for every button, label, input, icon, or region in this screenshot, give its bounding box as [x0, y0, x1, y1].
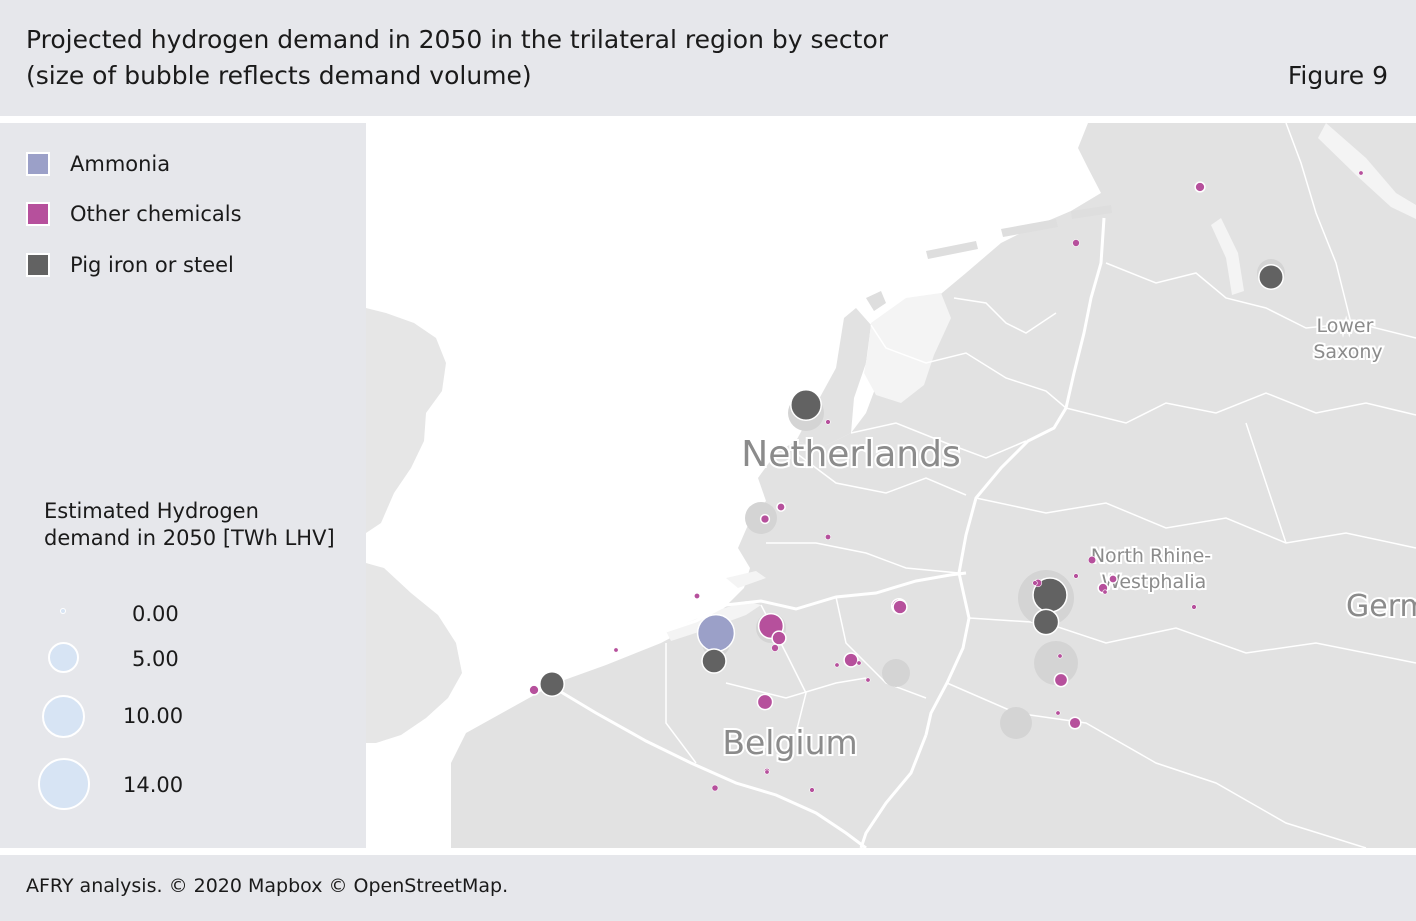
weser-estuary: [1211, 218, 1244, 295]
pig-iron-swatch: [26, 253, 50, 277]
footer: AFRY analysis. © 2020 Mapbox © OpenStree…: [0, 855, 1416, 921]
label-lower-saxony: Lower Saxony: [1313, 315, 1382, 363]
label-nrw-line1: North Rhine-: [1091, 545, 1211, 567]
legend-item-pig-iron-or-steel: Pig iron or steel: [26, 250, 234, 280]
bubble-pig-iron-or-steel[interactable]: [701, 648, 727, 674]
bubble-pig-iron-or-steel[interactable]: [1258, 264, 1284, 290]
top-divider: [0, 116, 1416, 123]
label-nrw: North Rhine- Westphalia: [1091, 545, 1217, 593]
size-circle-14: [38, 758, 90, 810]
legend-label: Pig iron or steel: [70, 253, 234, 277]
size-value-10: 10.00: [123, 704, 184, 728]
header: Projected hydrogen demand in 2050 in the…: [0, 0, 1416, 116]
bubble-other-chemicals[interactable]: [1191, 604, 1197, 610]
bubble-pig-iron-or-steel[interactable]: [790, 389, 822, 421]
bubble-other-chemicals[interactable]: [834, 662, 840, 668]
bubble-other-chemicals[interactable]: [776, 502, 786, 512]
bubble-other-chemicals[interactable]: [613, 647, 619, 653]
eastern-scheldt: [726, 571, 766, 588]
bubble-other-chemicals[interactable]: [1057, 653, 1063, 659]
size-value-14: 14.00: [123, 773, 184, 797]
continent-landmass: [451, 123, 1416, 848]
bubble-other-chemicals[interactable]: [1072, 239, 1080, 247]
wadden-island: [866, 291, 886, 311]
bubble-other-chemicals[interactable]: [865, 677, 871, 683]
wadden-island: [926, 241, 978, 259]
size-value-5: 5.00: [132, 647, 179, 671]
label-lower-saxony-line1: Lower: [1317, 315, 1374, 337]
size-circle-10: [42, 695, 85, 738]
label-belgium: Belgium: [722, 723, 857, 762]
nl-be-border: [665, 571, 967, 633]
label-germany: Germany: [1346, 589, 1416, 624]
bubble-other-chemicals[interactable]: [843, 652, 859, 668]
bubble-other-chemicals[interactable]: [1087, 555, 1097, 565]
wadden-island: [1001, 219, 1058, 237]
bubble-other-chemicals[interactable]: [771, 630, 787, 646]
bubble-other-chemicals[interactable]: [1102, 589, 1108, 595]
legend-label: Other chemicals: [70, 202, 242, 226]
label-netherlands: Netherlands: [741, 434, 960, 475]
england-landmass: [366, 308, 446, 533]
elbe-estuary: [1318, 123, 1416, 219]
size-circle-0: [60, 608, 66, 614]
nl-de-border: [924, 217, 1106, 736]
bubble-other-chemicals[interactable]: [1055, 710, 1061, 716]
label-lower-saxony-line2: Saxony: [1313, 341, 1382, 363]
bubble-other-chemicals[interactable]: [824, 533, 831, 540]
label-nrw-line2: Westphalia: [1102, 571, 1207, 593]
other-chemicals-swatch: [26, 202, 50, 226]
size-circle-5: [48, 642, 79, 673]
bubble-other-chemicals[interactable]: [1358, 170, 1364, 176]
bubble-pig-iron-or-steel[interactable]: [1032, 608, 1060, 636]
be-fr-border: [545, 681, 867, 848]
bubble-other-chemicals[interactable]: [825, 419, 831, 425]
bottom-divider: [0, 848, 1416, 855]
bubble-other-chemicals[interactable]: [1068, 716, 1082, 730]
legend-item-other-chemicals: Other chemicals: [26, 199, 242, 229]
bubble-other-chemicals[interactable]: [892, 599, 908, 615]
bubble-other-chemicals[interactable]: [764, 769, 770, 775]
legend-panel: Ammonia Other chemicals Pig iron or stee…: [0, 123, 366, 848]
demand-bubbles: [528, 170, 1364, 793]
legend-label: Ammonia: [70, 152, 171, 176]
size-legend-title: Estimated Hydrogen demand in 2050 [TWh L…: [44, 499, 335, 550]
borders: [545, 217, 1106, 848]
bubble-other-chemicals[interactable]: [1194, 181, 1206, 193]
bubble-other-chemicals[interactable]: [711, 784, 719, 792]
bubble-other-chemicals[interactable]: [1053, 672, 1069, 688]
figure-label: Figure 9: [1287, 61, 1388, 90]
bubble-other-chemicals[interactable]: [771, 644, 779, 652]
legend-item-ammonia: Ammonia: [26, 149, 170, 179]
wadden-island: [1071, 205, 1112, 219]
bubble-other-chemicals[interactable]: [809, 787, 815, 793]
size-value-0: 0.00: [132, 602, 179, 626]
bubble-other-chemicals[interactable]: [759, 513, 771, 525]
be-de-border: [859, 734, 928, 848]
bubble-other-chemicals[interactable]: [856, 660, 862, 666]
bubble-pig-iron-or-steel[interactable]: [539, 671, 565, 697]
ijsselmeer: [864, 293, 951, 403]
ammonia-swatch: [26, 152, 50, 176]
bubble-other-chemicals[interactable]: [528, 684, 540, 696]
bubble-ammonia[interactable]: [696, 613, 736, 653]
bubble-other-chemicals[interactable]: [1108, 574, 1118, 584]
map-canvas: Netherlands Belgium Lower Saxony North R…: [366, 123, 1416, 848]
chart-title: Projected hydrogen demand in 2050 in the…: [26, 25, 889, 90]
map[interactable]: Netherlands Belgium Lower Saxony North R…: [366, 123, 1416, 848]
bubble-other-chemicals[interactable]: [1032, 580, 1038, 586]
bubble-other-chemicals[interactable]: [1073, 573, 1079, 579]
england-southeast: [366, 563, 462, 743]
source-note: AFRY analysis. © 2020 Mapbox © OpenStree…: [26, 875, 509, 897]
bubble-other-chemicals[interactable]: [756, 693, 774, 711]
bubble-other-chemicals[interactable]: [693, 592, 700, 599]
